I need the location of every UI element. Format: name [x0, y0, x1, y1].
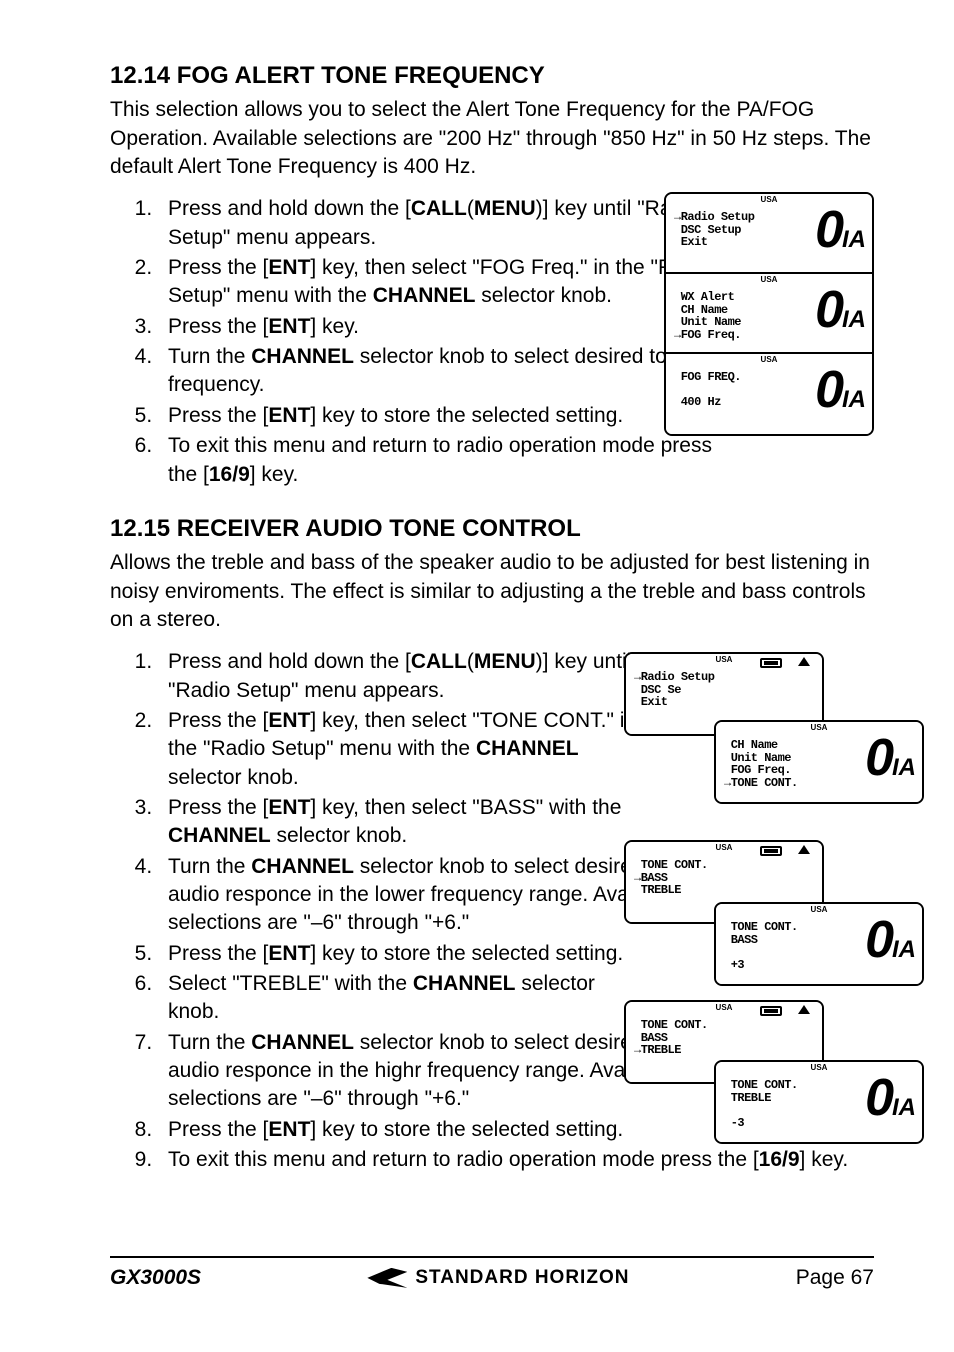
battery-icon [760, 658, 782, 668]
lcd-cell: USA FOG FREQ. 400 Hz 0IA [666, 354, 872, 434]
lcd-cell: USA WX Alert CH Name Unit Name →FOG Freq… [666, 274, 872, 354]
lcd-cell: USA →Radio Setup DSC Setup Exit 0IA [666, 194, 872, 274]
lcd-front-treble-value: USA TONE CONT. TREBLE -3 0IA [714, 1060, 924, 1144]
page-footer: GX3000S STANDARD HORIZON Page 67 [110, 1256, 874, 1292]
list-item: Press the [ENT] key. [158, 313, 728, 341]
list-item: Turn the CHANNEL selector knob to select… [158, 1029, 698, 1114]
lcd-cell: USA CH Name Unit Name FOG Freq. →TONE CO… [716, 722, 922, 802]
lcd-cell: USA TONE CONT. TREBLE -3 0IA [716, 1062, 922, 1142]
list-item: Press and hold down the [CALL(MENU)] key… [158, 195, 728, 252]
lcd-text: TONE CONT. TREBLE -3 [724, 1079, 798, 1129]
list-item: Turn the CHANNEL selector knob to select… [158, 343, 728, 400]
list-item: Press the [ENT] key, then select "BASS" … [158, 794, 648, 851]
lcd-segment-display: 0IA [815, 368, 866, 412]
footer-page-number: Page 67 [796, 1264, 874, 1292]
list-item: Press and hold down the [CALL(MENU)] key… [158, 648, 648, 705]
lcd-text: TONE CONT. BASS →TREBLE [634, 1019, 708, 1057]
lcd-segment-display: 0IA [865, 918, 916, 962]
lcd-text: WX Alert CH Name Unit Name →FOG Freq. [674, 291, 741, 341]
lcd-text: FOG FREQ. 400 Hz [674, 371, 741, 409]
lcd-usa-label: USA [811, 724, 828, 732]
lcd-stack-fog: USA →Radio Setup DSC Setup Exit 0IA USA … [664, 192, 874, 436]
brand-swoosh-icon [367, 1268, 407, 1288]
footer-model: GX3000S [110, 1264, 201, 1292]
list-item: Turn the CHANNEL selector knob to select… [158, 853, 698, 938]
lcd-text: CH Name Unit Name FOG Freq. →TONE CONT. [724, 739, 798, 789]
list-item: Press the [ENT] key, then select "TONE C… [158, 707, 648, 792]
list-item: Select "TREBLE" with the CHANNEL selecto… [158, 970, 648, 1027]
battery-icon [760, 846, 782, 856]
lcd-usa-label: USA [761, 196, 778, 204]
section-heading-1: 12.14 FOG ALERT TONE FREQUENCY [110, 60, 874, 92]
lcd-usa-label: USA [716, 656, 733, 664]
lcd-usa-label: USA [716, 1004, 733, 1012]
arrow-up-icon [798, 657, 810, 666]
lcd-segment-display: 0IA [815, 208, 866, 252]
lcd-segment-display: 0IA [865, 736, 916, 780]
lcd-usa-label: USA [811, 1064, 828, 1072]
list-item: To exit this menu and return to radio op… [158, 1146, 874, 1174]
lcd-usa-label: USA [761, 276, 778, 284]
section-intro-2: Allows the treble and bass of the speake… [110, 549, 874, 634]
lcd-text: TONE CONT. BASS +3 [724, 921, 798, 971]
footer-brand-logo: STANDARD HORIZON [367, 1265, 629, 1291]
section-heading-2: 12.15 RECEIVER AUDIO TONE CONTROL [110, 513, 874, 545]
list-item: Press the [ENT] key, then select "FOG Fr… [158, 254, 728, 311]
lcd-segment-display: 0IA [815, 288, 866, 332]
lcd-text: →Radio Setup DSC Setup Exit [674, 211, 754, 249]
battery-icon [760, 1006, 782, 1016]
lcd-text: TONE CONT. →BASS TREBLE [634, 859, 708, 897]
lcd-usa-label: USA [811, 906, 828, 914]
list-item: To exit this menu and return to radio op… [158, 432, 728, 489]
list-item: Press the [ENT] key to store the selecte… [158, 402, 728, 430]
lcd-usa-label: USA [761, 356, 778, 364]
lcd-text: →Radio Setup DSC Se Exit [634, 671, 714, 709]
lcd-segment-display: 0IA [865, 1076, 916, 1120]
lcd-cell: USA TONE CONT. BASS +3 0IA [716, 904, 922, 984]
footer-brand-text: STANDARD HORIZON [415, 1265, 629, 1291]
section-intro-1: This selection allows you to select the … [110, 96, 874, 181]
lcd-usa-label: USA [716, 844, 733, 852]
arrow-up-icon [798, 845, 810, 854]
arrow-up-icon [798, 1005, 810, 1014]
lcd-front-bass-value: USA TONE CONT. BASS +3 0IA [714, 902, 924, 986]
lcd-front-tone-cont: USA CH Name Unit Name FOG Freq. →TONE CO… [714, 720, 924, 804]
